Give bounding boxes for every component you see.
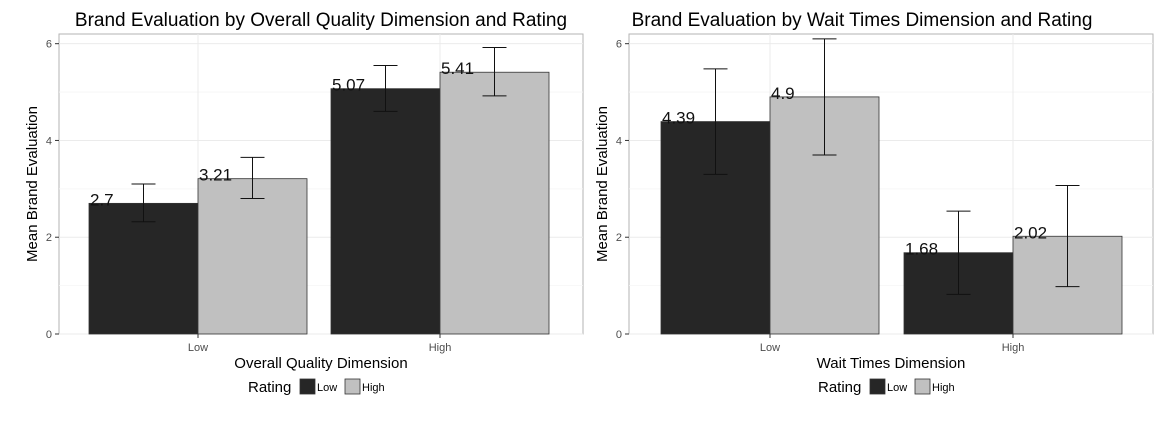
chart-panel-1: 2.7 5.07 3.21 5.41 0 2 4 6 Low High Brand Evaluati… [24,10,584,396]
legend-key-low [299,378,316,395]
data-label: 4.39 [662,109,695,128]
chart-panel-2: 4.39 1.68 4.9 2.02 0 2 4 6 Low High Brand Evaluati… [594,10,1154,396]
legend-title: Rating [248,379,291,396]
y-tick-label: 4 [616,135,622,147]
legend-key-high [914,378,931,395]
bar-high-low [197,178,308,335]
legend-label-high: High [932,382,955,394]
legend-key-low [869,378,886,395]
x-tick-label: High [429,342,452,354]
data-label: 4.9 [771,84,795,103]
data-label: 1.68 [905,240,938,259]
legend-key-high [344,378,361,395]
x-axis-title: Wait Times Dimension [817,355,966,372]
y-tick-label: 6 [616,39,622,51]
y-tick-label: 0 [616,329,622,341]
data-label: 5.41 [441,59,474,78]
legend-title: Rating [818,379,861,396]
y-tick-label: 4 [46,135,52,147]
x-axis-title: Overall Quality Dimension [234,355,407,372]
y-tick-label: 2 [46,232,52,244]
x-tick-label: High [1002,342,1025,354]
x-tick-label: Low [760,342,780,354]
y-tick-label: 2 [616,232,622,244]
y-tick-label: 6 [46,39,52,51]
x-tick-label: Low [188,342,208,354]
y-tick-label: 0 [46,329,52,341]
bar-low-high [330,88,441,335]
data-label: 3.21 [199,166,232,185]
bar-high-high [439,71,550,335]
legend-label-low: Low [317,382,337,394]
data-label: 2.02 [1014,223,1047,242]
legend-label-high: High [362,382,385,394]
data-label: 2.7 [90,190,114,209]
chart-title: Brand Evaluation by Overall Quality Dime… [75,10,567,31]
legend: Rating Low High [818,378,955,396]
legend-label-low: Low [887,382,907,394]
bar-low-low [88,202,199,335]
y-axis-title: Mean Brand Evaluation [594,106,611,262]
legend: Rating Low High [248,378,385,396]
chart-title: Brand Evaluation by Wait Times Dimension… [632,10,1093,31]
y-axis-title: Mean Brand Evaluation [24,106,41,262]
data-label: 5.07 [332,76,365,95]
